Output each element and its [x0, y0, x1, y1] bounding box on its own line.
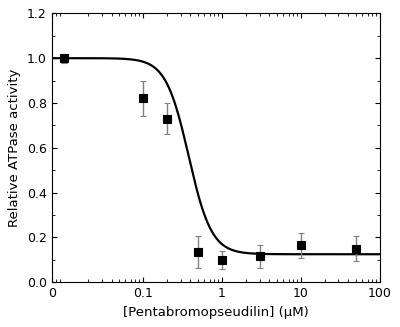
Y-axis label: Relative ATPase activity: Relative ATPase activity [8, 69, 21, 227]
X-axis label: [Pentabromopseudilin] (μM): [Pentabromopseudilin] (μM) [123, 306, 309, 319]
